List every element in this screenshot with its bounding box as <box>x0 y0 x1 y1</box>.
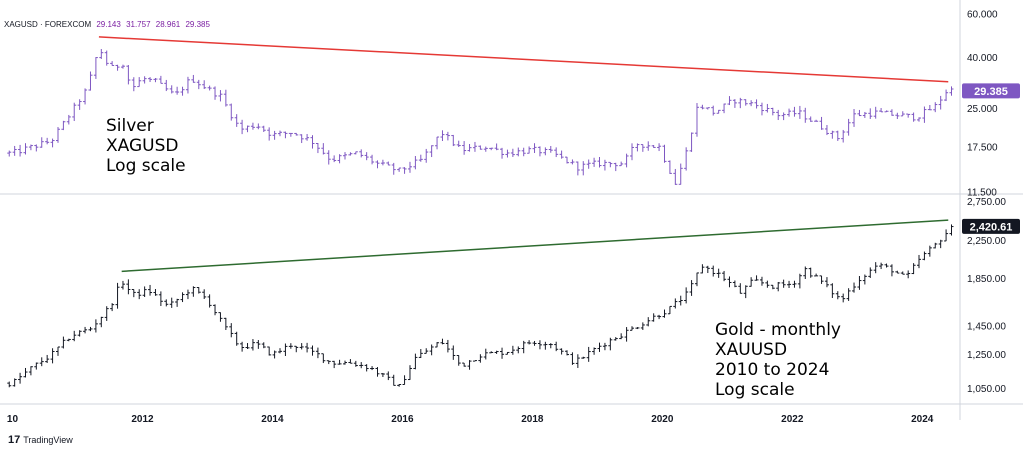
symbol-legend: XAGUSD · FOREXCOM 29.143 31.757 28.961 2… <box>4 20 213 29</box>
time-axis-tick-label: 10 <box>7 414 19 425</box>
gold-annotation: Gold - monthly XAUUSD 2010 to 2024 Log s… <box>715 320 841 400</box>
silver-trendline <box>98 36 949 83</box>
gold-annotation-line: XAUUSD <box>715 340 788 360</box>
time-axis-tick-label: 2024 <box>911 414 934 425</box>
silver-annotation: Silver XAGUSD Log scale <box>106 116 186 176</box>
xagusd-last-price-badge <box>962 83 1020 99</box>
xauusd-price-tick-label: 1,450.00 <box>967 321 1006 332</box>
tradingview-logo-icon: 17 <box>8 434 21 446</box>
gold-annotation-line: 2010 to 2024 <box>715 360 830 380</box>
xauusd-price-tick-label: 2,750.00 <box>967 197 1006 208</box>
gold-pane <box>7 219 954 388</box>
time-axis-tick-label: 2016 <box>391 414 414 425</box>
silver-annotation-line: XAGUSD <box>106 136 179 156</box>
time-axis-tick-label: 2022 <box>781 414 804 425</box>
legend-high: 31.757 <box>126 20 151 29</box>
xauusd-price-tick-label: 1,850.00 <box>967 274 1006 285</box>
xagusd-price-tick-label: 40.000 <box>967 53 998 64</box>
xauusd-last-price-label: 2,420.61 <box>970 221 1013 233</box>
xagusd-price-tick-label: 17.500 <box>967 142 998 153</box>
xagusd-price-tick-label: 60.000 <box>967 10 998 21</box>
xauusd-price-tick-label: 2,250.00 <box>967 236 1006 247</box>
silver-annotation-line: Silver <box>106 116 154 136</box>
legend-open: 29.143 <box>96 20 121 29</box>
legend-close: 29.385 <box>185 20 210 29</box>
tradingview-logo-text: TradingView <box>23 435 73 445</box>
time-axis-tick-label: 2018 <box>521 414 544 425</box>
chart-grid <box>0 0 1023 420</box>
xagusd-price-tick-label: 11.500 <box>967 188 997 199</box>
time-axis-tick-label: 2014 <box>261 414 284 425</box>
silver-pane <box>7 36 954 185</box>
xauusd-price-tick-label: 1,050.00 <box>967 384 1006 395</box>
gold-annotation-line: Log scale <box>715 380 795 400</box>
time-axis-tick-label: 2012 <box>131 414 154 425</box>
xauusd-price-tick-label: 1,250.00 <box>967 350 1006 361</box>
xagusd-price-tick-label: 25.000 <box>967 104 998 115</box>
time-axis-tick-label: 2020 <box>651 414 674 425</box>
silver-annotation-line: Log scale <box>106 156 186 176</box>
tradingview-logo[interactable]: 17 TradingView <box>8 434 73 446</box>
xauusd-last-price-badge <box>962 218 1020 234</box>
time-axis: 10 2012 2014 2016 2018 2020 2022 2024 <box>7 414 934 425</box>
gold-annotation-line: Gold - monthly <box>715 320 841 340</box>
gold-trendline <box>121 219 949 273</box>
legend-low: 28.961 <box>155 20 181 29</box>
legend-symbol: XAGUSD · FOREXCOM <box>4 20 92 29</box>
xagusd-last-price-label: 29.385 <box>974 86 1008 98</box>
price-axes: 60.000 40.000 25.000 17.500 11.500 29.385 2,75… <box>962 10 1020 395</box>
